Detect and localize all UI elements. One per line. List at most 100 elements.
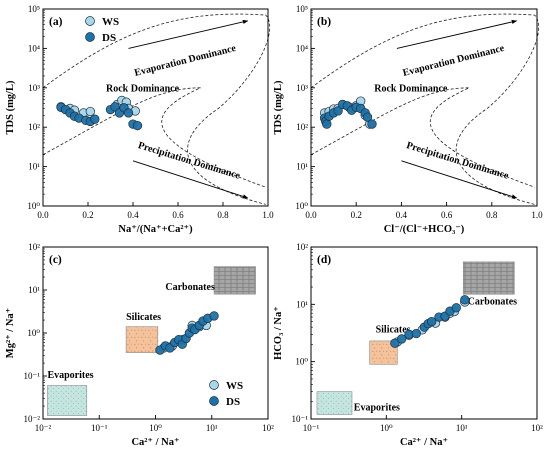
ds-point [322,119,332,129]
legend-ws-label: WS [102,16,119,28]
y-tick-label: 10¹ [28,162,40,172]
x-tick-label: 0.6 [172,210,184,220]
x-tick-label: 0.4 [127,210,139,220]
boundary-outer-curve [42,13,271,205]
ds-point [132,120,143,131]
silicates-region [125,326,159,353]
x-tick-label: 0.6 [441,210,453,220]
x-tick-label: 10⁰ [149,423,162,433]
evaporites-region [47,385,88,416]
y-tick-label: 10⁻¹ [292,414,309,424]
y-tick-label: 10¹ [296,299,308,309]
y-tick-label: 10² [296,122,308,132]
y-tick-label: 10⁰ [27,201,40,211]
x-tick-label: 10¹ [456,423,468,433]
legend-ds-marker [209,396,219,406]
x-tick-label: 0.0 [37,210,49,220]
carbonates-region [213,266,256,295]
panel-label: (c) [49,254,62,266]
legend-ws-marker [85,16,95,26]
ds-point [390,338,400,348]
plot-frame [310,8,538,207]
y-axis-label: Mg²⁺ / Na⁺ [5,308,16,358]
y-tick-label: 10⁴ [28,43,40,53]
y-tick-label: 10³ [296,83,308,93]
x-tick-label: 1.0 [262,210,274,220]
legend-ws-marker [209,380,219,390]
legend-ds-marker [85,32,95,42]
legend-ws-label: WS [226,380,243,392]
panel-b: Evaporation Dominance Rock Dominance Preci… [273,4,543,235]
y-tick-label: 10⁻¹ [24,371,41,381]
evaporation-arrow [396,19,518,49]
ds-point [367,119,377,129]
x-axis-label: Na⁺/(Na⁺+Ca²⁺) [118,224,193,235]
y-tick-label: 10² [28,242,40,252]
x-tick-label: 0.2 [351,210,362,220]
y-tick-label: 10² [296,242,308,252]
ds-point [397,334,407,344]
ds-point [411,328,421,339]
ds-point [123,108,134,118]
evaporites-label: Evaporites [354,403,400,414]
plot-frame [310,246,538,420]
ds-point [90,114,100,124]
x-tick-label: 10⁻¹ [91,423,108,433]
y-tick-label: 10⁵ [28,4,40,14]
evaporation-arrow [128,19,249,49]
ds-point [362,112,373,122]
x-tick-label: 1.0 [531,210,543,220]
carbonates-region [462,261,515,295]
y-tick-label: 10⁰ [295,201,308,211]
panel-label: (a) [49,16,63,28]
y-tick-label: 10¹ [28,285,40,295]
silicates-label: Silicates [126,312,161,323]
evaporites-label: Evaporites [47,370,93,381]
x-tick-label: 10⁻¹ [303,423,320,433]
x-tick-label: 0.8 [486,210,498,220]
x-axis-label: Ca²⁺ / Na⁺ [131,437,179,448]
x-tick-label: 10⁰ [380,423,393,433]
y-axis-label: HCO₃ / Na⁺ [273,306,284,360]
panel-c: Carbonates Silicates Evaporites 10⁻² 10⁻¹ 10⁰… [5,242,274,448]
x-axis-label: Cl⁻/(Cl⁻+HCO₃⁻) [384,224,465,235]
y-tick-label: 10¹ [296,162,308,172]
silicates-region [369,340,398,365]
x-tick-label: 10¹ [206,423,218,433]
rock-label: Rock Dominance [374,84,448,95]
precipitation-label: Precipitation Dominance [405,140,510,182]
x-axis-label: Ca²⁺ / Na⁺ [400,437,448,448]
x-tick-label: 0.2 [82,210,93,220]
y-tick-label: 10³ [28,83,40,93]
rock-label: Rock Dominance [106,84,180,95]
y-tick-label: 10² [28,122,40,132]
precipitation-arrow [401,160,518,199]
y-axis-label: TDS (mg/L) [273,80,284,134]
y-tick-label: 10⁰ [27,328,40,338]
legend-ds-label: DS [226,396,240,408]
carbonates-label: Carbonates [165,282,215,293]
ds-point [209,311,219,321]
y-tick-label: 10⁵ [296,4,308,14]
panel-label: (b) [317,16,331,28]
legend-ds-label: DS [102,32,116,44]
ds-point [451,303,461,313]
carbonates-label: Carbonates [468,296,518,307]
panel-d: Carbonates Silicates Evaporites 10⁻¹ 10⁰ 10¹ 1… [273,242,543,448]
y-tick-label: 10⁴ [296,43,308,53]
precipitation-arrow [132,160,249,199]
y-axis-label: TDS (mg/L) [5,80,16,134]
x-tick-label: 0.8 [217,210,229,220]
boundary-outer-curve [310,13,539,205]
x-tick-label: 10² [531,423,543,433]
evaporation-label: Evaporation Dominance [402,43,506,79]
silicates-label: Silicates [376,325,411,336]
x-tick-label: 0.4 [396,210,408,220]
y-tick-label: 10⁰ [295,357,308,367]
ds-point [427,316,437,327]
x-tick-label: 0.0 [305,210,317,220]
x-tick-label: 10² [262,423,274,433]
ds-point [460,295,470,305]
precipitation-label: Precipitation Dominance [137,140,242,182]
